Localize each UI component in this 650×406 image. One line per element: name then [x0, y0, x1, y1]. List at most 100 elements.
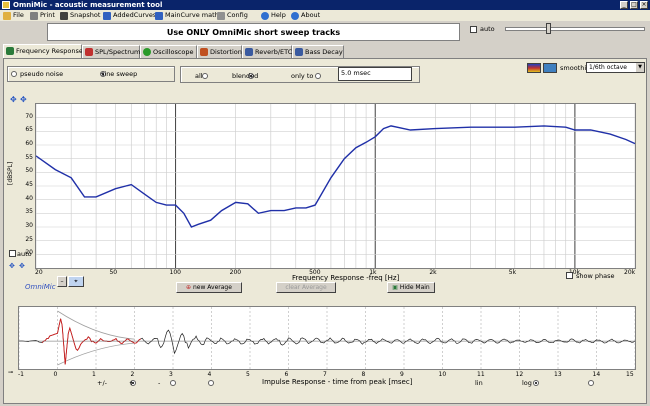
ir-x-tick-label: -1	[18, 371, 24, 378]
tab-frequency-response[interactable]: Frequency Response	[3, 44, 83, 59]
fr-y-tick-label: 70	[25, 112, 33, 120]
fr-y-tick-label: 65	[25, 126, 33, 134]
menu-print[interactable]: Print	[30, 10, 55, 21]
menu-bar: File Print Snapshot AddedCurves MainCurv…	[0, 10, 650, 21]
menu-about[interactable]: About	[291, 10, 320, 21]
polarity-plus-radio[interactable]	[170, 380, 177, 386]
polarity-minus-radio[interactable]	[207, 380, 214, 386]
polarity-plus-label: +	[129, 379, 135, 387]
ir-x-label: Impulse Response - time from peak [msec]	[262, 378, 413, 386]
save-icon[interactable]: –	[57, 276, 67, 287]
fr-y-tick-label: 50	[25, 167, 33, 175]
ir-x-tick-label: 12	[515, 371, 524, 378]
fr-x-tick-label: 500	[309, 269, 321, 276]
polarity-both-radio[interactable]	[130, 380, 137, 386]
window-all-radio[interactable]	[202, 73, 209, 79]
fr-auto-checkbox[interactable]	[9, 250, 16, 257]
show-phase-checkbox[interactable]	[566, 272, 573, 279]
pseudo-noise-label: pseudo noise	[20, 70, 64, 78]
color-swatch-icon[interactable]	[527, 63, 541, 73]
auto-checkbox[interactable]	[470, 26, 477, 33]
tab-bass-decay[interactable]: Bass Decay	[292, 45, 344, 59]
tab-reverb-etc[interactable]: Reverb/ETC	[242, 45, 292, 59]
frequency-response-plot[interactable]	[35, 103, 636, 269]
sine-sweep-radio[interactable]	[100, 71, 107, 77]
hide-main-button[interactable]: ▣ Hide Main	[387, 282, 435, 293]
ir-window-lower	[57, 342, 135, 366]
auto-label: auto	[480, 25, 495, 33]
scale-lin-label: lin	[475, 379, 483, 387]
fr-y-axis: 70 65 60 55 50 45 40 35 30 25 20	[18, 103, 35, 269]
menu-main-curve-math[interactable]: MainCurve math	[155, 10, 219, 21]
fr-y-tick-label: 55	[25, 153, 33, 161]
menu-snapshot[interactable]: Snapshot	[60, 10, 100, 21]
clear-average-button[interactable]: clear Average	[276, 282, 336, 293]
fr-x-tick-label: 10k	[568, 269, 580, 276]
ir-cursor-icon[interactable]: ⊸	[8, 369, 14, 376]
cursor-icon[interactable]: ⌖	[68, 276, 84, 287]
hide-main-icon: ▣	[392, 284, 400, 291]
zoom-in-icon[interactable]: ✥	[10, 95, 17, 104]
omnimic-logo: OmniMic	[25, 283, 56, 291]
zoom-out-icon[interactable]: ✥	[20, 95, 27, 104]
fr-x-tick-label: 2k	[429, 269, 437, 276]
fr-up-arrow-icon[interactable]: ✥	[9, 262, 15, 270]
help-icon	[261, 11, 269, 20]
ir-x-tick-label: 4	[207, 371, 212, 378]
printer-icon	[30, 11, 38, 20]
scale-log-radio[interactable]	[588, 380, 595, 386]
fr-x-tick-label: 200	[229, 269, 242, 276]
camera-icon	[60, 11, 68, 20]
fr-down-arrow-icon[interactable]: ✥	[19, 262, 25, 270]
minimize-button[interactable]: _	[620, 1, 628, 9]
ir-x-tick-label: 11	[477, 371, 485, 378]
fr-x-label: Frequency Response -freq [Hz]	[292, 274, 400, 282]
banner-message: Use ONLY OmniMic short sweep tracks	[47, 23, 460, 41]
sine-sweep-label: sine sweep	[101, 70, 138, 78]
maximize-button[interactable]: □	[630, 1, 638, 9]
ir-x-tick-label: 9	[400, 371, 404, 378]
smoothing-select[interactable]: 1/6th octave ▼	[586, 62, 645, 73]
menu-help[interactable]: Help	[261, 10, 286, 21]
tab-spl-spectrum[interactable]: SPL/Spectrum	[82, 45, 140, 59]
window-only-to-radio[interactable]	[314, 73, 321, 79]
window-time-input[interactable]: 5.0 msec	[338, 67, 412, 81]
level-slider-track[interactable]	[505, 27, 645, 31]
smoothing-label: smoothing	[560, 64, 595, 72]
ir-x-tick-label: 14	[592, 371, 601, 378]
close-button[interactable]: ×	[640, 1, 648, 9]
tab-oscilloscope[interactable]: Oscilloscope	[140, 45, 197, 59]
fr-y-tick-label: 40	[25, 194, 33, 202]
show-phase-label: show phase	[576, 272, 615, 280]
impulse-response-plot[interactable]	[18, 306, 636, 370]
menu-file[interactable]: File	[3, 10, 24, 21]
fr-x-axis: 20 50 100 200 500 1k 2k 5k 10k 20k	[35, 269, 636, 277]
smoothing-value: 1/6th octave	[589, 64, 627, 71]
oscilloscope-icon	[143, 48, 151, 56]
distortion-icon	[200, 48, 208, 56]
scale-lin-radio[interactable]	[532, 380, 539, 386]
new-average-icon: ⊕	[186, 284, 193, 291]
fr-x-tick-label: 5k	[508, 269, 517, 276]
new-average-button[interactable]: ⊕ new Average	[176, 282, 242, 293]
ir-x-axis: -1 0 1 2 3 4 5 6 7 8 9 10 11 12 13 14 15	[18, 371, 636, 379]
menu-config[interactable]: Config	[217, 10, 248, 21]
window-blended-radio[interactable]	[247, 73, 254, 79]
fr-x-tick-label: 100	[169, 269, 181, 276]
level-slider-thumb[interactable]	[546, 23, 551, 34]
ir-x-tick-label: 0	[53, 371, 58, 378]
chevron-down-icon: ▼	[636, 63, 644, 72]
menu-added-curves[interactable]: AddedCurves	[103, 10, 156, 21]
pseudo-noise-radio[interactable]	[11, 71, 17, 77]
fr-y-tick-label: 20	[25, 249, 33, 257]
tab-distortion[interactable]: Distortion	[197, 45, 242, 59]
window-blended-label: blended	[232, 72, 259, 80]
tools-icon	[217, 11, 225, 20]
frequency-response-chart	[36, 104, 635, 268]
ir-x-tick-label: 7	[323, 371, 327, 378]
ir-x-tick-label: 8	[361, 371, 366, 378]
reverb-icon	[245, 48, 253, 56]
picture-icon[interactable]	[543, 63, 557, 73]
fr-x-tick-label: 1k	[369, 269, 377, 276]
fr-x-tick-label: 20	[35, 269, 43, 276]
